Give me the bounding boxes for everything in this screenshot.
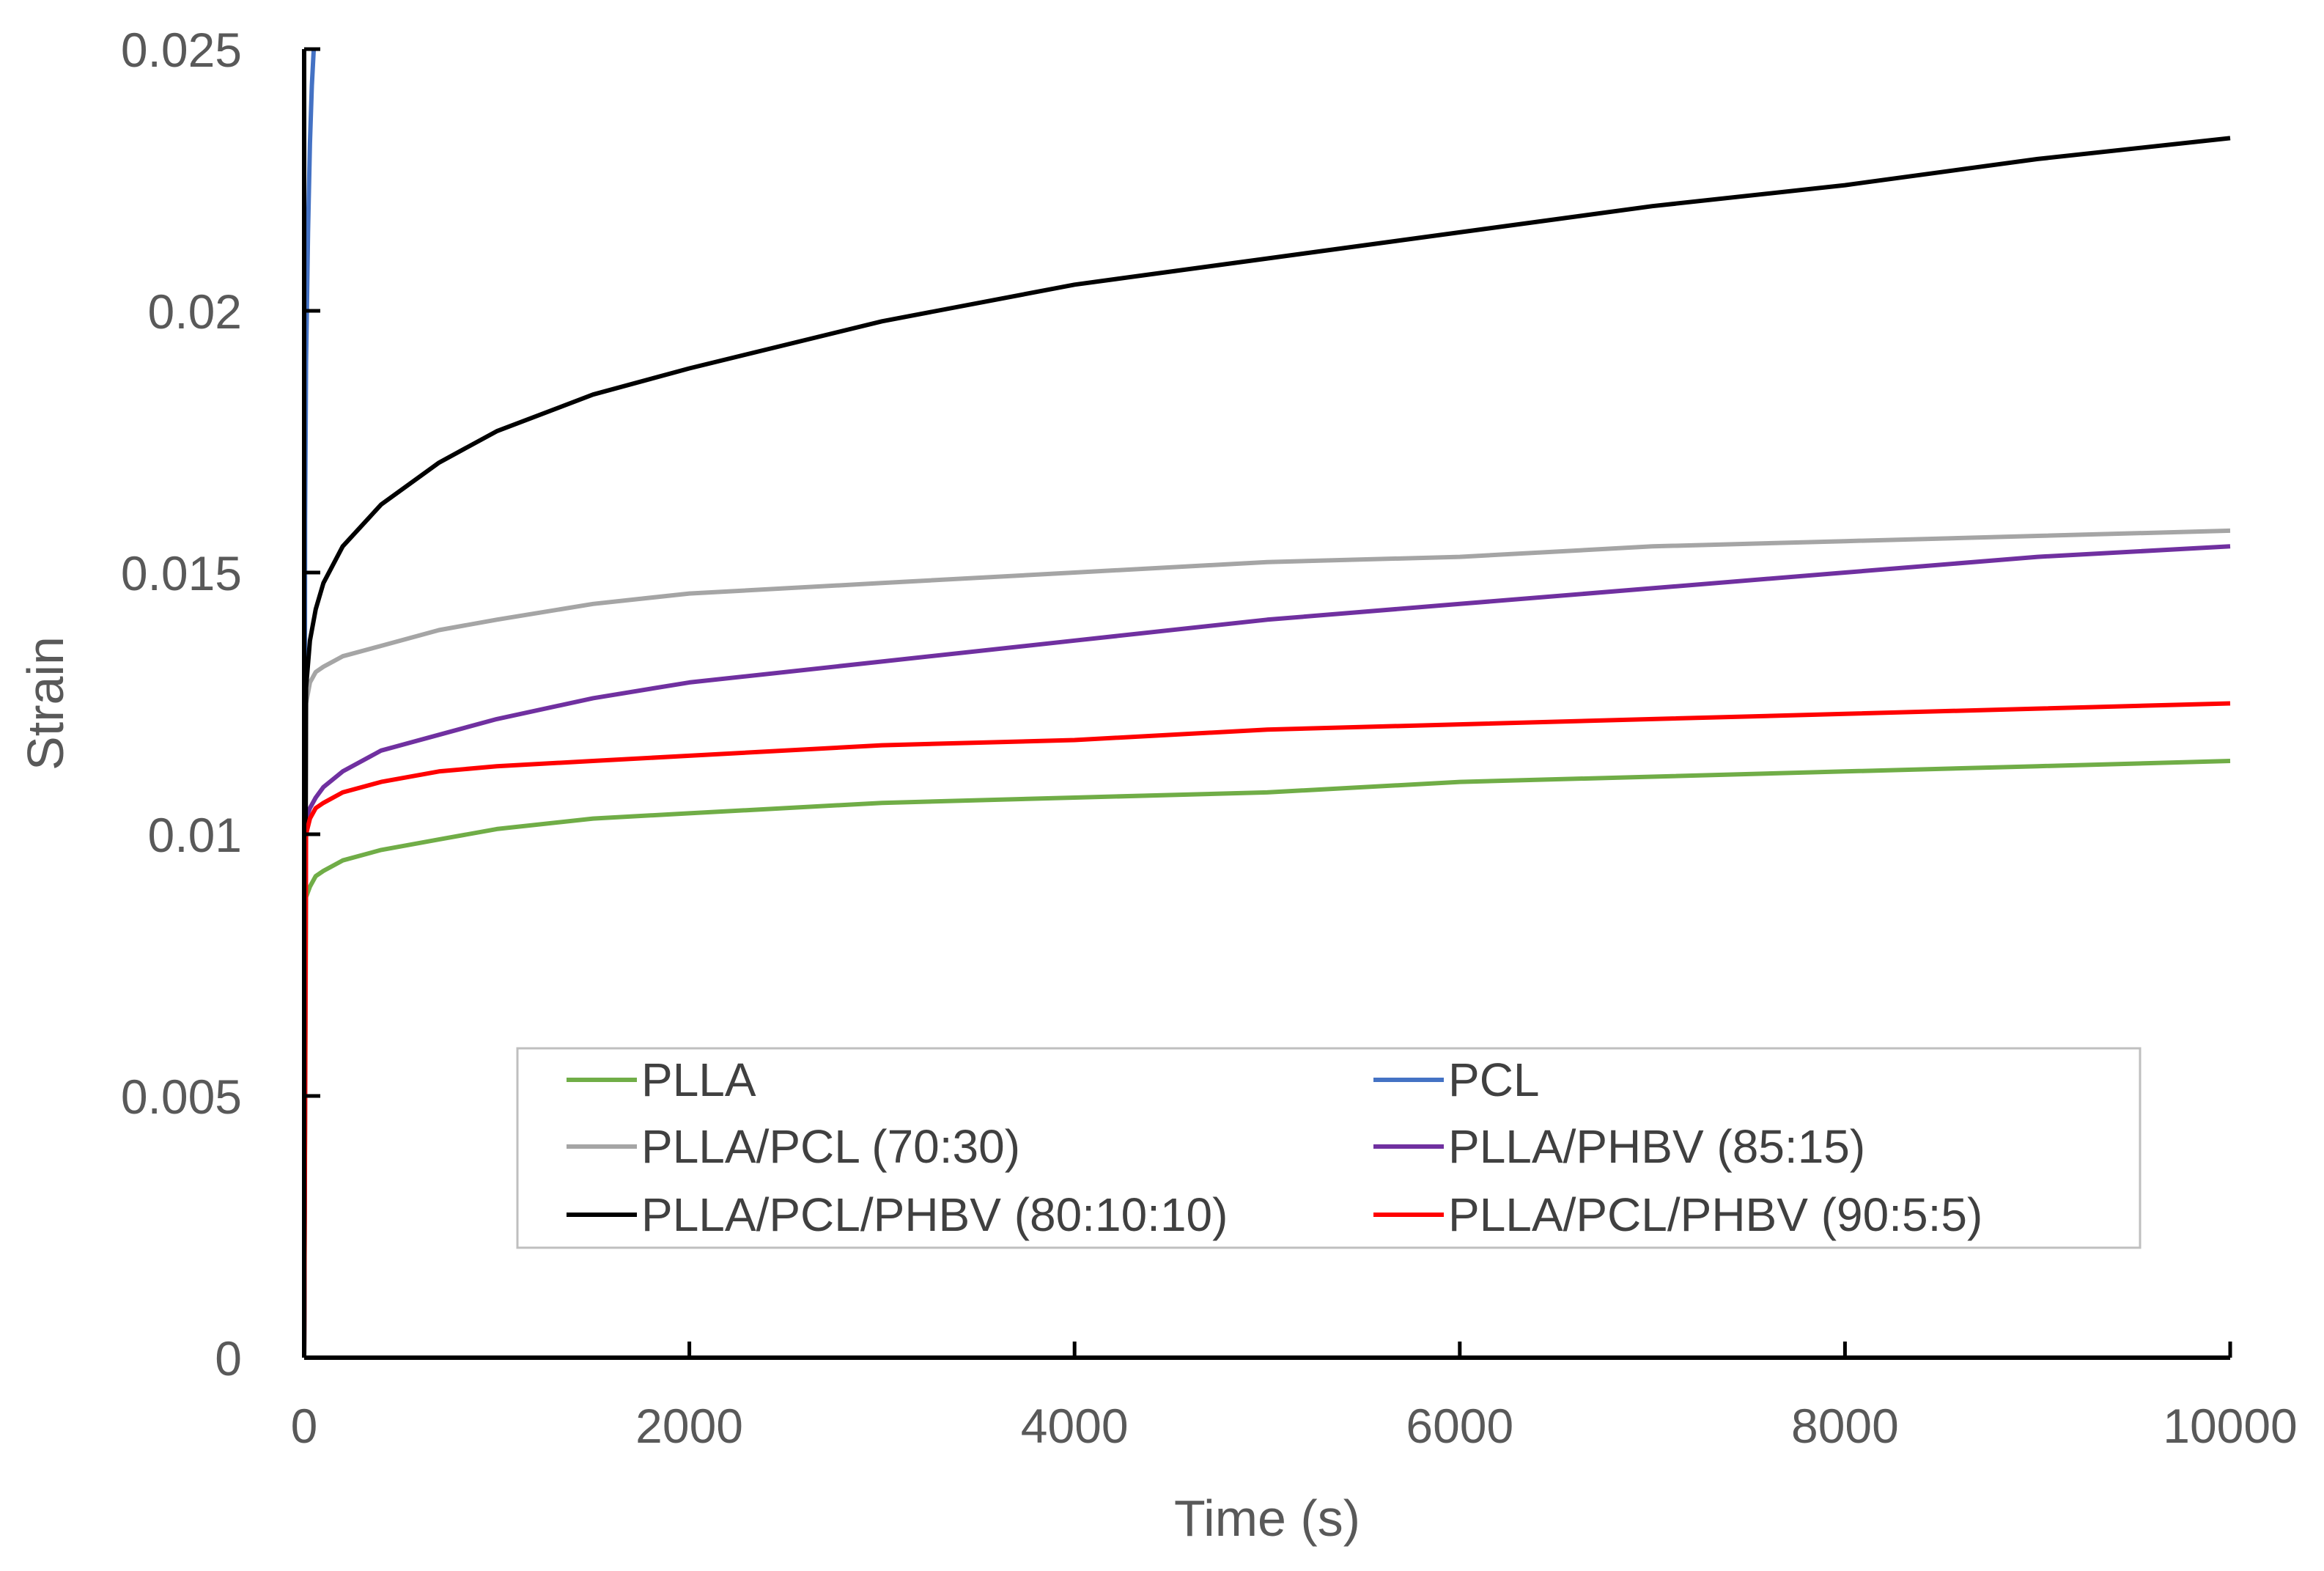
series-line-3 bbox=[302, 544, 2231, 1358]
legend-label-2: PLLA/PCL (70:30) bbox=[641, 1120, 1020, 1173]
x-tick-label: 6000 bbox=[1406, 1399, 1513, 1453]
legend-label-3: PLLA/PHBV (85:15) bbox=[1448, 1120, 1865, 1173]
y-tick-label: 0.025 bbox=[121, 23, 242, 77]
y-tick-label: 0.015 bbox=[121, 546, 242, 600]
legend-label-5: PLLA/PCL/PHBV (90:5:5) bbox=[1448, 1188, 1982, 1241]
legend-items: PLLA PCL PLLA/PCL (70:30) PLLA/PHBV (85:15)… bbox=[567, 1053, 1982, 1241]
legend-box bbox=[516, 1047, 2142, 1249]
x-tick-label: 4000 bbox=[1021, 1399, 1129, 1453]
legend-label-0: PLLA bbox=[641, 1053, 756, 1106]
series-line-5 bbox=[302, 701, 2231, 1358]
x-axis-title: Time (s) bbox=[1174, 1490, 1360, 1547]
y-tick-label: 0.01 bbox=[148, 808, 242, 862]
series-line-2 bbox=[302, 528, 2231, 1358]
x-tick-label: 2000 bbox=[635, 1399, 743, 1453]
ticks-layer: 0 2000 4000 6000 8000 10000 0 0.005 0.01 0.015 0.0… bbox=[121, 23, 2298, 1453]
legend-label-4: PLLA/PCL/PHBV (80:10:10) bbox=[641, 1188, 1228, 1241]
legend-label-1: PCL bbox=[1448, 1053, 1540, 1106]
y-tick-label: 0 bbox=[215, 1331, 242, 1386]
x-tick-label: 8000 bbox=[1791, 1399, 1899, 1453]
y-tick-label: 0.005 bbox=[121, 1070, 242, 1124]
axes-layer bbox=[302, 49, 2230, 1360]
x-tick-label: 0 bbox=[291, 1399, 318, 1453]
series-line-0 bbox=[302, 759, 2231, 1358]
y-axis-title: Strain bbox=[17, 636, 74, 770]
legend: PLLA PCL PLLA/PCL (70:30) PLLA/PHBV (85:15)… bbox=[516, 1047, 2142, 1249]
x-tick-label: 10000 bbox=[2163, 1399, 2298, 1453]
y-tick-label: 0.02 bbox=[148, 284, 242, 339]
series-line-4 bbox=[302, 136, 2231, 1358]
